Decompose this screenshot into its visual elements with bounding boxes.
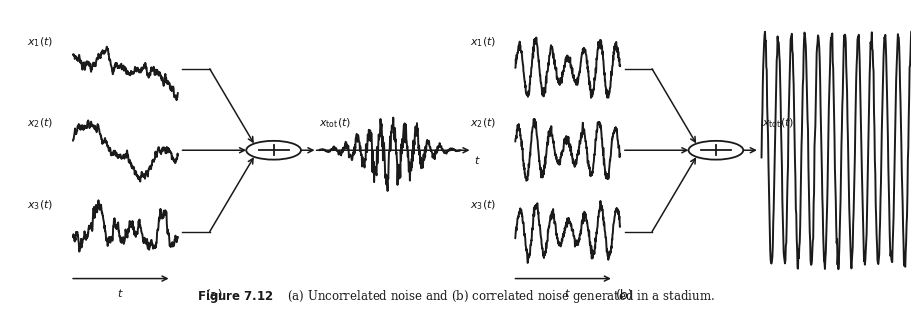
Text: $x_3(t)$: $x_3(t)$ — [469, 198, 496, 212]
Text: $x_3(t)$: $x_3(t)$ — [27, 198, 54, 212]
Text: $x_1(t)$: $x_1(t)$ — [27, 35, 54, 49]
Text: $x_1(t)$: $x_1(t)$ — [469, 35, 496, 49]
Text: $t$: $t$ — [564, 287, 570, 299]
Text: $\mathbf{Figure\ 7.12}$    (a) Uncorrelated noise and (b) correlated noise gener: $\mathbf{Figure\ 7.12}$ (a) Uncorrelated… — [197, 288, 714, 305]
Text: $x_{\rm tot}(t)$: $x_{\rm tot}(t)$ — [319, 117, 351, 131]
Text: $t$: $t$ — [474, 154, 480, 166]
Text: $x_2(t)$: $x_2(t)$ — [27, 117, 54, 131]
Text: (b): (b) — [615, 289, 633, 302]
Text: $x_2(t)$: $x_2(t)$ — [469, 117, 496, 131]
Text: $x_{\rm tot}(t)$: $x_{\rm tot}(t)$ — [761, 117, 793, 131]
Text: (a): (a) — [205, 289, 223, 302]
Text: $t$: $t$ — [118, 287, 124, 299]
